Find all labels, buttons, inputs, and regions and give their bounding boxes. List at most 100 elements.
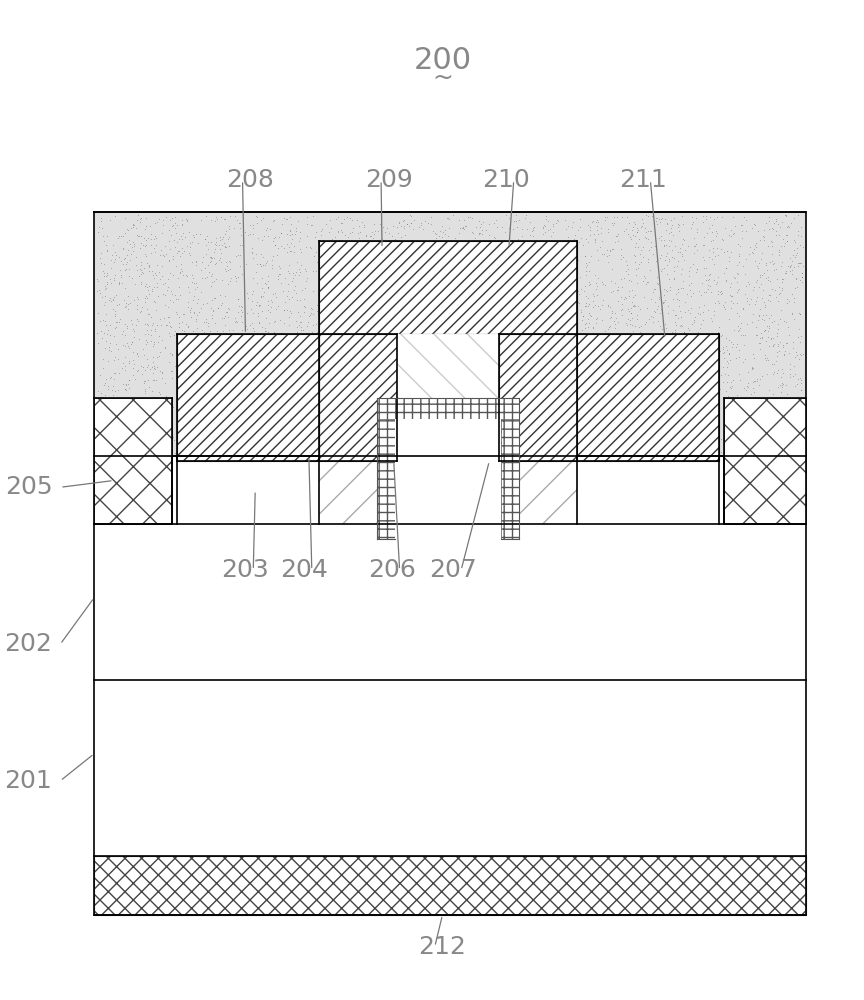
Point bbox=[555, 391, 569, 407]
Point bbox=[310, 254, 324, 270]
Point bbox=[456, 306, 470, 322]
Point bbox=[181, 299, 194, 315]
Point bbox=[640, 274, 654, 290]
Point bbox=[388, 316, 402, 332]
Point bbox=[576, 395, 590, 411]
Point bbox=[210, 323, 224, 339]
Point bbox=[372, 399, 386, 415]
Point bbox=[254, 289, 268, 305]
Point bbox=[394, 338, 408, 354]
Point bbox=[544, 373, 558, 389]
Point bbox=[797, 400, 810, 416]
Point bbox=[711, 324, 725, 340]
Point bbox=[198, 423, 212, 439]
Point bbox=[130, 220, 143, 236]
Point bbox=[342, 353, 356, 369]
Point bbox=[613, 395, 627, 411]
Point bbox=[172, 315, 186, 331]
Point bbox=[496, 345, 510, 361]
Point bbox=[454, 424, 467, 440]
Point bbox=[671, 216, 685, 232]
Point bbox=[574, 304, 588, 320]
Point bbox=[590, 419, 604, 435]
Text: ~: ~ bbox=[432, 66, 453, 90]
Point bbox=[496, 270, 510, 286]
Point bbox=[550, 384, 563, 400]
Point bbox=[140, 351, 154, 367]
Point bbox=[116, 241, 130, 257]
Point bbox=[392, 214, 406, 230]
Point bbox=[727, 269, 741, 285]
Point bbox=[402, 288, 416, 304]
Point bbox=[337, 432, 351, 448]
Point bbox=[150, 435, 164, 451]
Point bbox=[236, 437, 250, 453]
Point bbox=[134, 276, 148, 292]
Point bbox=[776, 339, 790, 355]
Point bbox=[359, 260, 372, 276]
Point bbox=[543, 267, 557, 283]
Point bbox=[534, 353, 548, 369]
Point bbox=[537, 357, 550, 373]
Point bbox=[294, 421, 308, 437]
Point bbox=[774, 369, 788, 385]
Point bbox=[118, 349, 131, 365]
Point bbox=[343, 259, 357, 275]
Point bbox=[668, 348, 682, 364]
Point bbox=[394, 218, 408, 234]
Point bbox=[371, 241, 384, 257]
Point bbox=[779, 335, 793, 351]
Point bbox=[590, 242, 604, 258]
Point bbox=[647, 303, 661, 319]
Point bbox=[297, 425, 311, 441]
Point bbox=[118, 299, 132, 315]
Point bbox=[103, 317, 117, 333]
Point bbox=[626, 297, 640, 313]
Point bbox=[399, 380, 413, 396]
Point bbox=[611, 282, 625, 298]
Point bbox=[453, 382, 467, 398]
Point bbox=[770, 271, 784, 287]
Point bbox=[419, 415, 433, 431]
Point bbox=[531, 369, 545, 385]
Point bbox=[184, 309, 198, 325]
Point bbox=[301, 410, 314, 426]
Point bbox=[688, 401, 702, 417]
Point bbox=[322, 282, 336, 298]
Point bbox=[407, 377, 421, 393]
Point bbox=[314, 378, 327, 394]
Point bbox=[476, 373, 490, 389]
Point bbox=[763, 390, 777, 406]
Point bbox=[578, 248, 592, 264]
Point bbox=[677, 280, 690, 296]
Point bbox=[590, 218, 604, 234]
Point bbox=[452, 319, 466, 335]
Point bbox=[264, 375, 278, 391]
Point bbox=[632, 239, 645, 255]
Point bbox=[264, 429, 278, 445]
Point bbox=[549, 281, 562, 297]
Point bbox=[669, 322, 683, 338]
Point bbox=[566, 267, 580, 283]
Point bbox=[317, 326, 331, 342]
Point bbox=[105, 430, 119, 446]
Point bbox=[419, 349, 433, 365]
Point bbox=[424, 216, 438, 232]
Point bbox=[663, 232, 677, 248]
Point bbox=[139, 332, 153, 348]
Point bbox=[266, 441, 280, 457]
Point bbox=[561, 218, 575, 234]
Point bbox=[617, 291, 631, 307]
Point bbox=[373, 238, 387, 254]
Point bbox=[671, 352, 685, 368]
Point bbox=[455, 380, 469, 396]
Point bbox=[523, 402, 537, 418]
Point bbox=[208, 335, 222, 351]
Point bbox=[392, 270, 406, 286]
Point bbox=[302, 341, 315, 357]
Point bbox=[403, 207, 417, 223]
Point bbox=[128, 276, 142, 292]
Point bbox=[302, 308, 316, 324]
Point bbox=[435, 218, 448, 234]
Point bbox=[717, 350, 731, 366]
